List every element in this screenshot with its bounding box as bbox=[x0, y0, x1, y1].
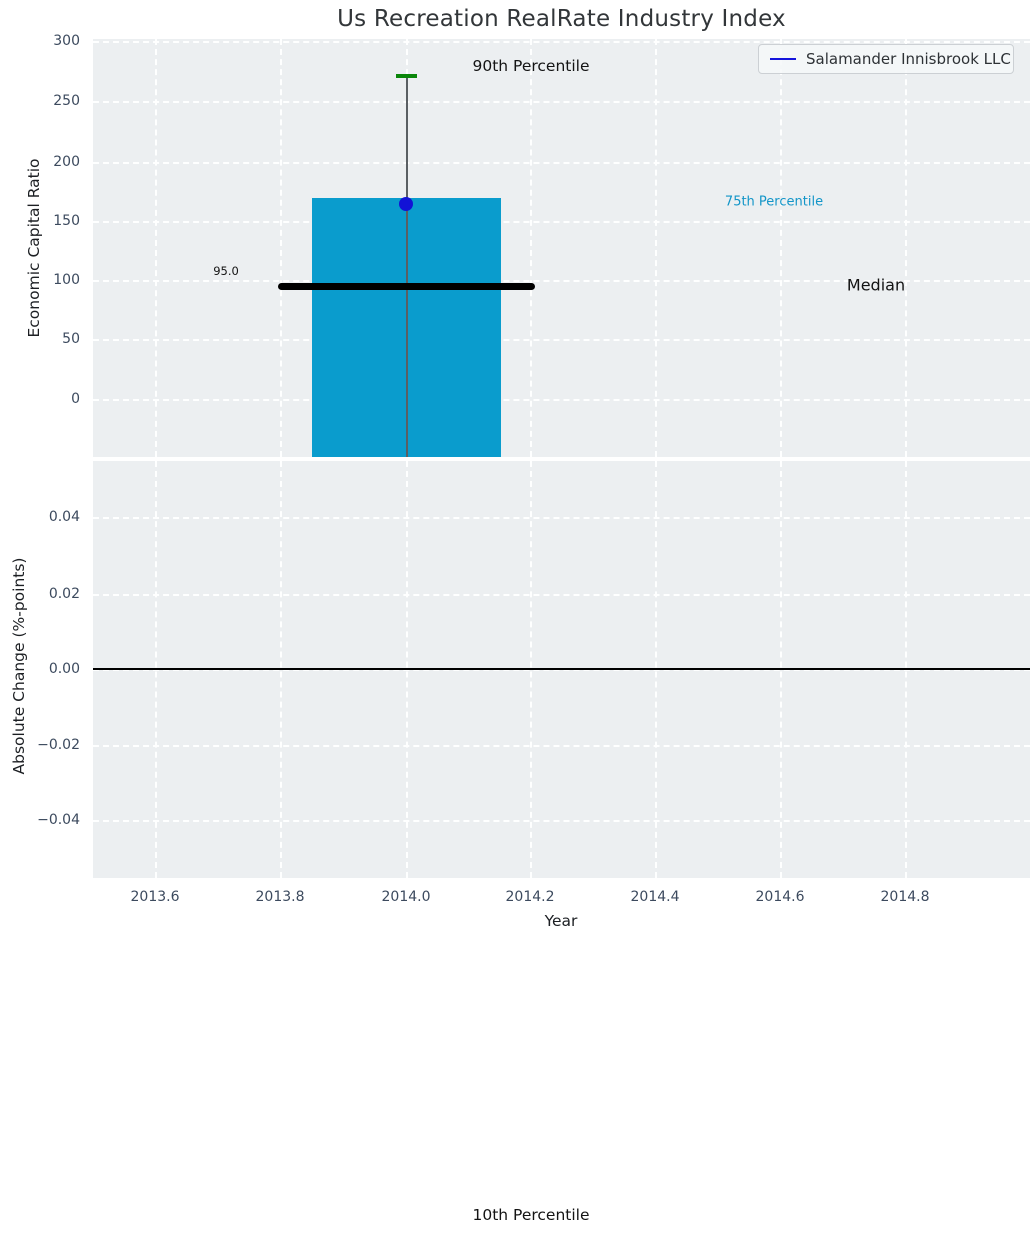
gridline-v bbox=[155, 39, 157, 457]
gridline-h bbox=[93, 41, 1030, 43]
annotation-10th-percentile: 10th Percentile bbox=[472, 1206, 590, 1224]
ytick-label: 0 bbox=[71, 391, 80, 407]
gridline-h bbox=[93, 280, 1030, 282]
gridline-h bbox=[93, 517, 1030, 519]
ytick-label: 0.04 bbox=[48, 509, 80, 525]
gridline-v bbox=[780, 39, 782, 457]
annotation-median: Median bbox=[846, 275, 906, 295]
top-y-axis-label: Economic Capital Ratio bbox=[25, 158, 43, 338]
ytick-label: 250 bbox=[53, 93, 80, 109]
ytick-label: 200 bbox=[53, 154, 80, 170]
company-point-marker bbox=[399, 197, 413, 211]
gridline-h bbox=[93, 669, 1030, 671]
legend: Salamander Innisbrook LLC bbox=[758, 44, 1014, 74]
bottom-y-axis-label: Absolute Change (%-points) bbox=[10, 557, 28, 775]
gridline-h bbox=[93, 221, 1030, 223]
gridline-v bbox=[905, 39, 907, 457]
ytick-label: 150 bbox=[53, 213, 80, 229]
ytick-label: 0.02 bbox=[48, 586, 80, 602]
annotation-median-value: 95.0 bbox=[213, 264, 239, 278]
ytick-label: 0.00 bbox=[48, 661, 80, 677]
legend-label: Salamander Innisbrook LLC bbox=[806, 50, 1011, 68]
annotation-75th-percentile: 75th Percentile bbox=[724, 194, 824, 210]
chart-title: Us Recreation RealRate Industry Index bbox=[337, 6, 786, 32]
gridline-h bbox=[93, 101, 1030, 103]
legend-line-sample bbox=[770, 57, 796, 61]
bottom-plot-area bbox=[93, 461, 1030, 878]
whisker-line bbox=[406, 75, 408, 457]
ytick-label: 50 bbox=[62, 331, 80, 347]
gridline-h bbox=[93, 399, 1030, 401]
xtick-label: 2013.6 bbox=[130, 889, 180, 905]
xtick-label: 2014.8 bbox=[880, 889, 930, 905]
gridline-h bbox=[93, 745, 1030, 747]
gridline-h bbox=[93, 339, 1030, 341]
ytick-label: −0.02 bbox=[37, 737, 80, 753]
gridline-v bbox=[655, 39, 657, 457]
ytick-label: 100 bbox=[53, 272, 80, 288]
xtick-label: 2014.6 bbox=[755, 889, 805, 905]
zero-reference-line bbox=[93, 668, 1030, 670]
xtick-label: 2014.2 bbox=[505, 889, 555, 905]
xtick-label: 2014.0 bbox=[381, 889, 431, 905]
median-line bbox=[278, 283, 535, 290]
p90-cap-marker bbox=[396, 74, 417, 78]
xtick-label: 2013.8 bbox=[255, 889, 305, 905]
xtick-label: 2014.4 bbox=[630, 889, 680, 905]
ytick-label: −0.04 bbox=[37, 812, 80, 828]
gridline-h bbox=[93, 594, 1030, 596]
gridline-h bbox=[93, 162, 1030, 164]
gridline-v bbox=[280, 39, 282, 457]
top-plot-area: 90th Percentile 75th Percentile Median 9… bbox=[93, 39, 1030, 457]
x-axis-label: Year bbox=[544, 912, 578, 930]
gridline-h bbox=[93, 820, 1030, 822]
gridline-v bbox=[530, 39, 532, 457]
ytick-label: 300 bbox=[53, 33, 80, 49]
annotation-90th-percentile: 90th Percentile bbox=[472, 57, 590, 75]
